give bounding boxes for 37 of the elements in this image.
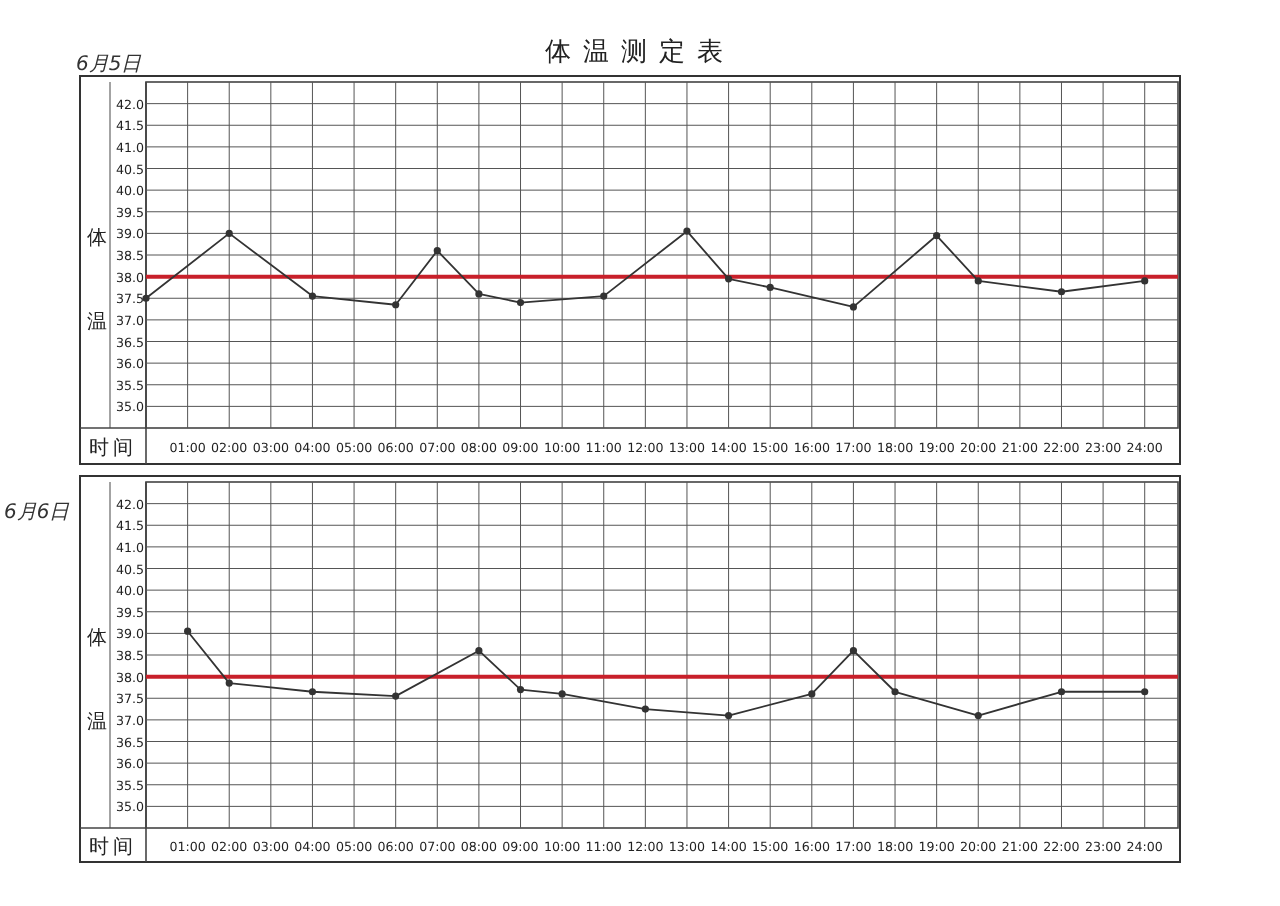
point — [392, 692, 400, 700]
point — [1141, 688, 1149, 696]
text: 6月6日 — [4, 502, 72, 524]
point — [641, 705, 649, 713]
point — [308, 688, 317, 696]
point — [225, 229, 233, 237]
point — [974, 711, 982, 720]
point — [891, 688, 899, 696]
y-axis-title: 体温 — [84, 610, 106, 779]
point — [475, 290, 483, 298]
y-axis-title: 体温 — [84, 210, 106, 379]
point — [184, 627, 192, 635]
chart-subtitle: 6月5日 — [76, 54, 144, 76]
point — [1057, 688, 1066, 696]
point — [974, 277, 982, 285]
x-axis-title: 时间 — [89, 835, 137, 859]
point — [558, 690, 566, 698]
point — [808, 690, 816, 698]
x-axis-title: 时间 — [89, 436, 137, 460]
point — [724, 711, 733, 720]
point — [724, 275, 733, 283]
point — [516, 686, 525, 694]
point — [1057, 288, 1066, 296]
point — [308, 292, 317, 300]
point — [933, 231, 941, 240]
point — [516, 298, 525, 307]
point — [683, 227, 691, 235]
point — [766, 283, 774, 292]
point — [849, 303, 858, 311]
point — [392, 301, 400, 309]
point — [600, 292, 608, 300]
point — [225, 679, 233, 687]
chart-title: 体温测定表 — [545, 38, 735, 68]
point — [475, 647, 483, 655]
point — [849, 647, 858, 655]
point — [1141, 277, 1149, 285]
point — [433, 247, 441, 255]
